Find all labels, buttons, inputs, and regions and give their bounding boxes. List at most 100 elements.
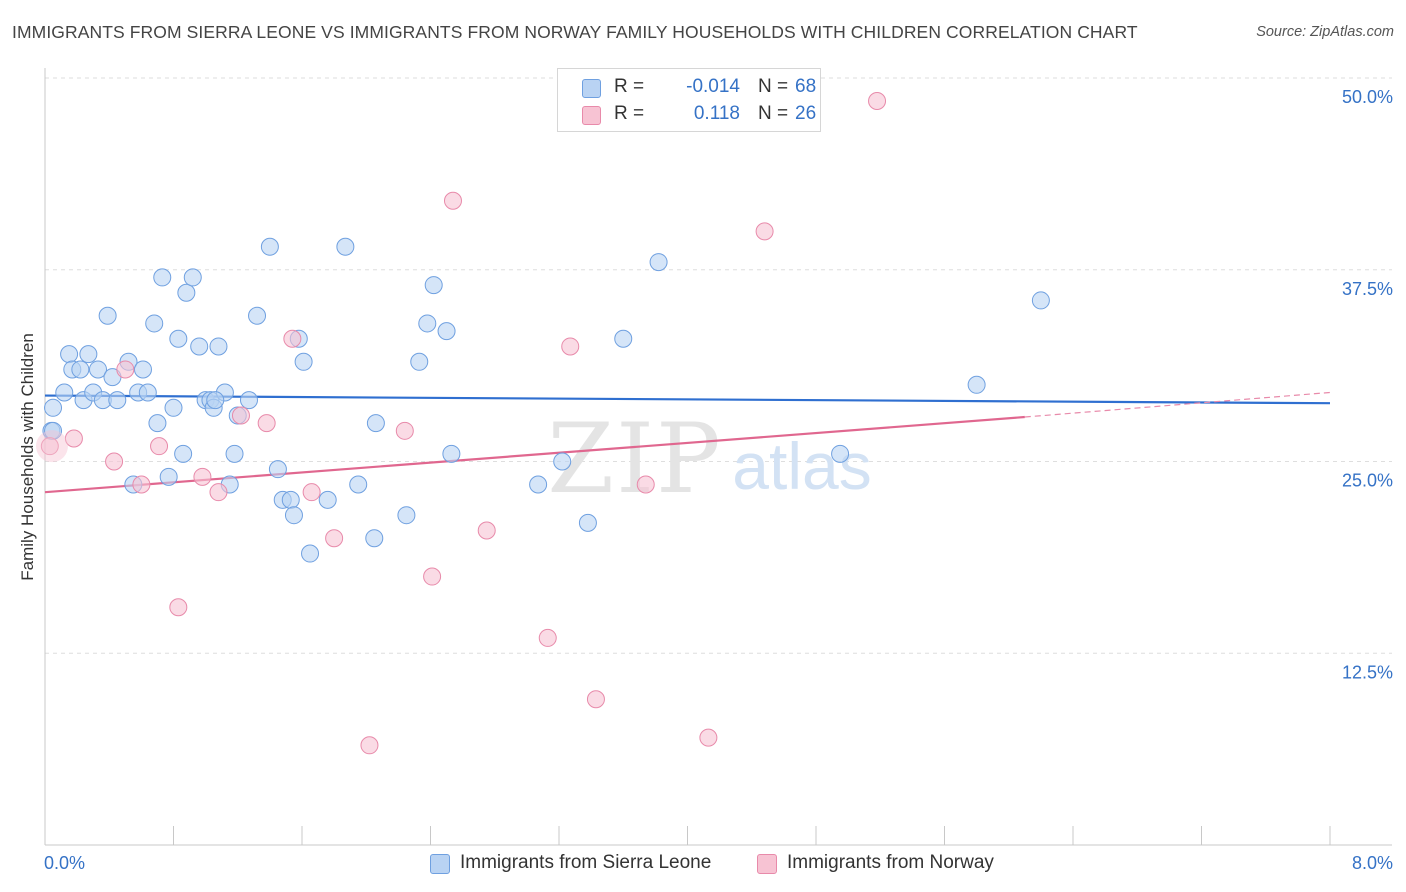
point-sierra-leone (148, 414, 167, 433)
watermark-zip: ZIP (547, 403, 722, 515)
point-sierra-leone (209, 337, 228, 356)
point-norway (360, 736, 379, 755)
point-sierra-leone (831, 444, 850, 463)
legend-swatch-blue (582, 79, 601, 98)
point-sierra-leone (164, 398, 183, 417)
legend-r-label: R = (614, 103, 645, 124)
point-sierra-leone (145, 314, 164, 333)
point-sierra-leone (553, 452, 572, 471)
legend-r-value: -0.014 (686, 76, 740, 97)
point-norway (395, 421, 414, 440)
point-sierra-leone (225, 444, 244, 463)
x-tick-label: 8.0% (1352, 853, 1393, 873)
point-sierra-leone (44, 398, 63, 417)
point-sierra-leone (281, 490, 300, 509)
point-sierra-leone (1031, 291, 1050, 310)
point-sierra-leone (153, 268, 172, 287)
point-sierra-leone (424, 276, 443, 295)
point-norway (699, 728, 718, 747)
point-sierra-leone (98, 306, 117, 325)
point-norway (586, 690, 605, 709)
point-sierra-leone (529, 475, 548, 494)
point-sierra-leone (177, 283, 196, 302)
point-norway (561, 337, 580, 356)
point-sierra-leone (318, 490, 337, 509)
legend-n-value: 68 (795, 76, 817, 97)
point-sierra-leone (190, 337, 209, 356)
point-norway (283, 329, 302, 348)
point-sierra-leone (79, 345, 98, 364)
point-sierra-leone (239, 391, 258, 410)
point-norway (755, 222, 774, 241)
point-sierra-leone (183, 268, 202, 287)
point-sierra-leone (578, 513, 597, 532)
point-sierra-leone (365, 529, 384, 548)
point-sierra-leone (138, 383, 157, 402)
y-axis-label: Family Households with Children (18, 333, 37, 581)
point-norway (302, 483, 321, 502)
point-norway (150, 437, 169, 456)
point-norway-cluster (36, 430, 68, 463)
point-sierra-leone (159, 467, 178, 486)
y-tick-label: 50.0% (1342, 87, 1393, 107)
point-norway (40, 437, 59, 456)
point-norway (636, 475, 655, 494)
legend-series-label: Immigrants from Sierra Leone (460, 852, 712, 873)
legend-swatch-pink (582, 106, 601, 125)
grid-lines (45, 77, 1392, 654)
point-norway (209, 483, 228, 502)
point-norway (477, 521, 496, 540)
point-norway (132, 475, 151, 494)
point-sierra-leone (336, 237, 355, 256)
trend-line-norway-extension (1024, 391, 1331, 418)
point-sierra-leone (437, 322, 456, 341)
point-sierra-leone (169, 329, 188, 348)
point-sierra-leone (301, 544, 320, 563)
point-sierra-leone (248, 306, 267, 325)
point-sierra-leone (71, 360, 90, 379)
point-sierra-leone (89, 360, 108, 379)
point-norway (257, 414, 276, 433)
x-tick-label: 0.0% (44, 853, 85, 873)
tick-labels: 12.5% 25.0% 37.5% 50.0% 0.0% 8.0% (44, 87, 1393, 873)
point-norway (116, 360, 135, 379)
legend-r-label: R = (614, 76, 645, 97)
legend-swatch-pink (757, 854, 777, 874)
legend-n-label: N = (758, 103, 789, 124)
point-sierra-leone (268, 460, 287, 479)
y-tick-label: 37.5% (1342, 279, 1393, 299)
point-sierra-leone (967, 375, 986, 394)
watermark: ZIP atlas (547, 403, 871, 515)
point-sierra-leone (649, 253, 668, 272)
point-norway (231, 406, 250, 425)
trend-line-sierra-leone (44, 394, 1331, 405)
point-norway (423, 567, 442, 586)
point-sierra-leone (108, 391, 127, 410)
point-sierra-leone (284, 506, 303, 525)
point-sierra-leone (349, 475, 368, 494)
legend-n-label: N = (758, 76, 789, 97)
point-sierra-leone (614, 329, 633, 348)
point-sierra-leone (397, 506, 416, 525)
point-sierra-leone (133, 360, 152, 379)
point-sierra-leone (410, 352, 429, 371)
point-norway (325, 529, 344, 548)
point-norway (169, 598, 188, 617)
point-sierra-leone (260, 237, 279, 256)
point-sierra-leone (174, 444, 193, 463)
axes (44, 68, 1392, 846)
legend-series-label: Immigrants from Norway (787, 852, 994, 873)
point-norway (538, 628, 557, 647)
point-norway (105, 452, 124, 471)
point-norway (193, 467, 212, 486)
point-sierra-leone (206, 391, 225, 410)
point-norway (443, 191, 462, 210)
y-tick-label: 25.0% (1342, 471, 1393, 491)
y-tick-label: 12.5% (1342, 662, 1393, 682)
point-sierra-leone (60, 345, 79, 364)
point-sierra-leone (294, 352, 313, 371)
chart-source: Source: ZipAtlas.com (1256, 24, 1394, 40)
legend-r-value: 0.118 (693, 103, 740, 124)
chart-title: IMMIGRANTS FROM SIERRA LEONE VS IMMIGRAN… (12, 22, 1138, 42)
